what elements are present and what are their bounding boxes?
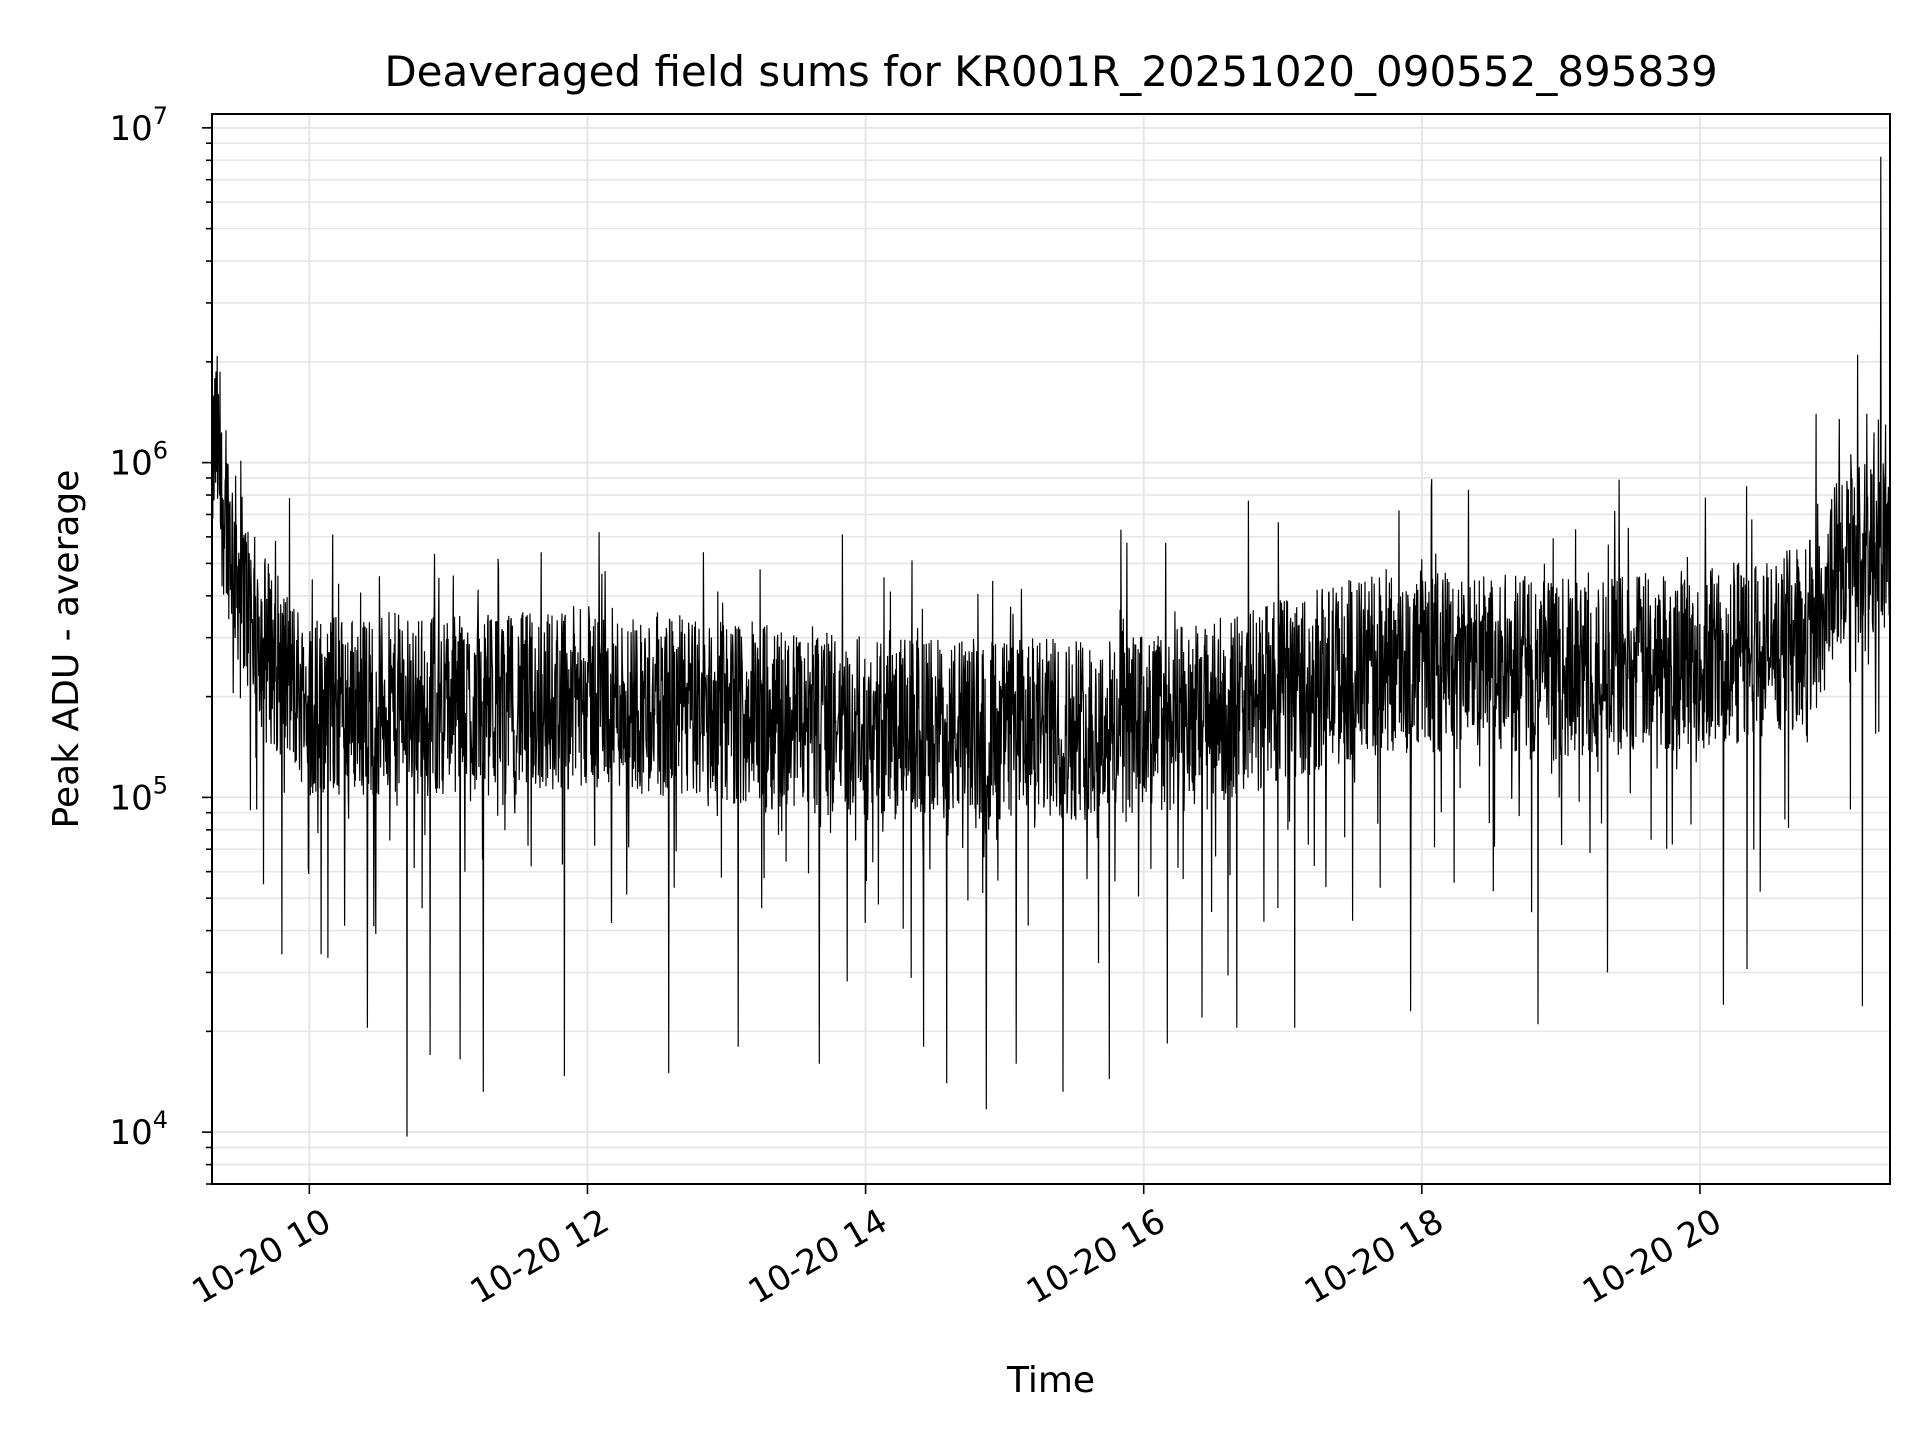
y-tick-label: 107 xyxy=(109,102,168,149)
plot-frame xyxy=(211,113,1891,1185)
y-tick-label: 104 xyxy=(109,1106,168,1153)
series-line xyxy=(211,156,1891,1137)
y-tick-label: 106 xyxy=(109,437,168,484)
grid xyxy=(212,114,1890,1185)
x-axis-label: Time xyxy=(1006,1360,1095,1401)
y-axis: 104 105 106 107 xyxy=(109,102,212,1185)
y-tick-label: 105 xyxy=(109,771,168,818)
chart-title: Deaveraged field sums for KR001R_2025102… xyxy=(384,47,1717,96)
plot-area xyxy=(211,156,1891,1137)
y-axis-label: Peak ADU - average xyxy=(46,470,87,829)
